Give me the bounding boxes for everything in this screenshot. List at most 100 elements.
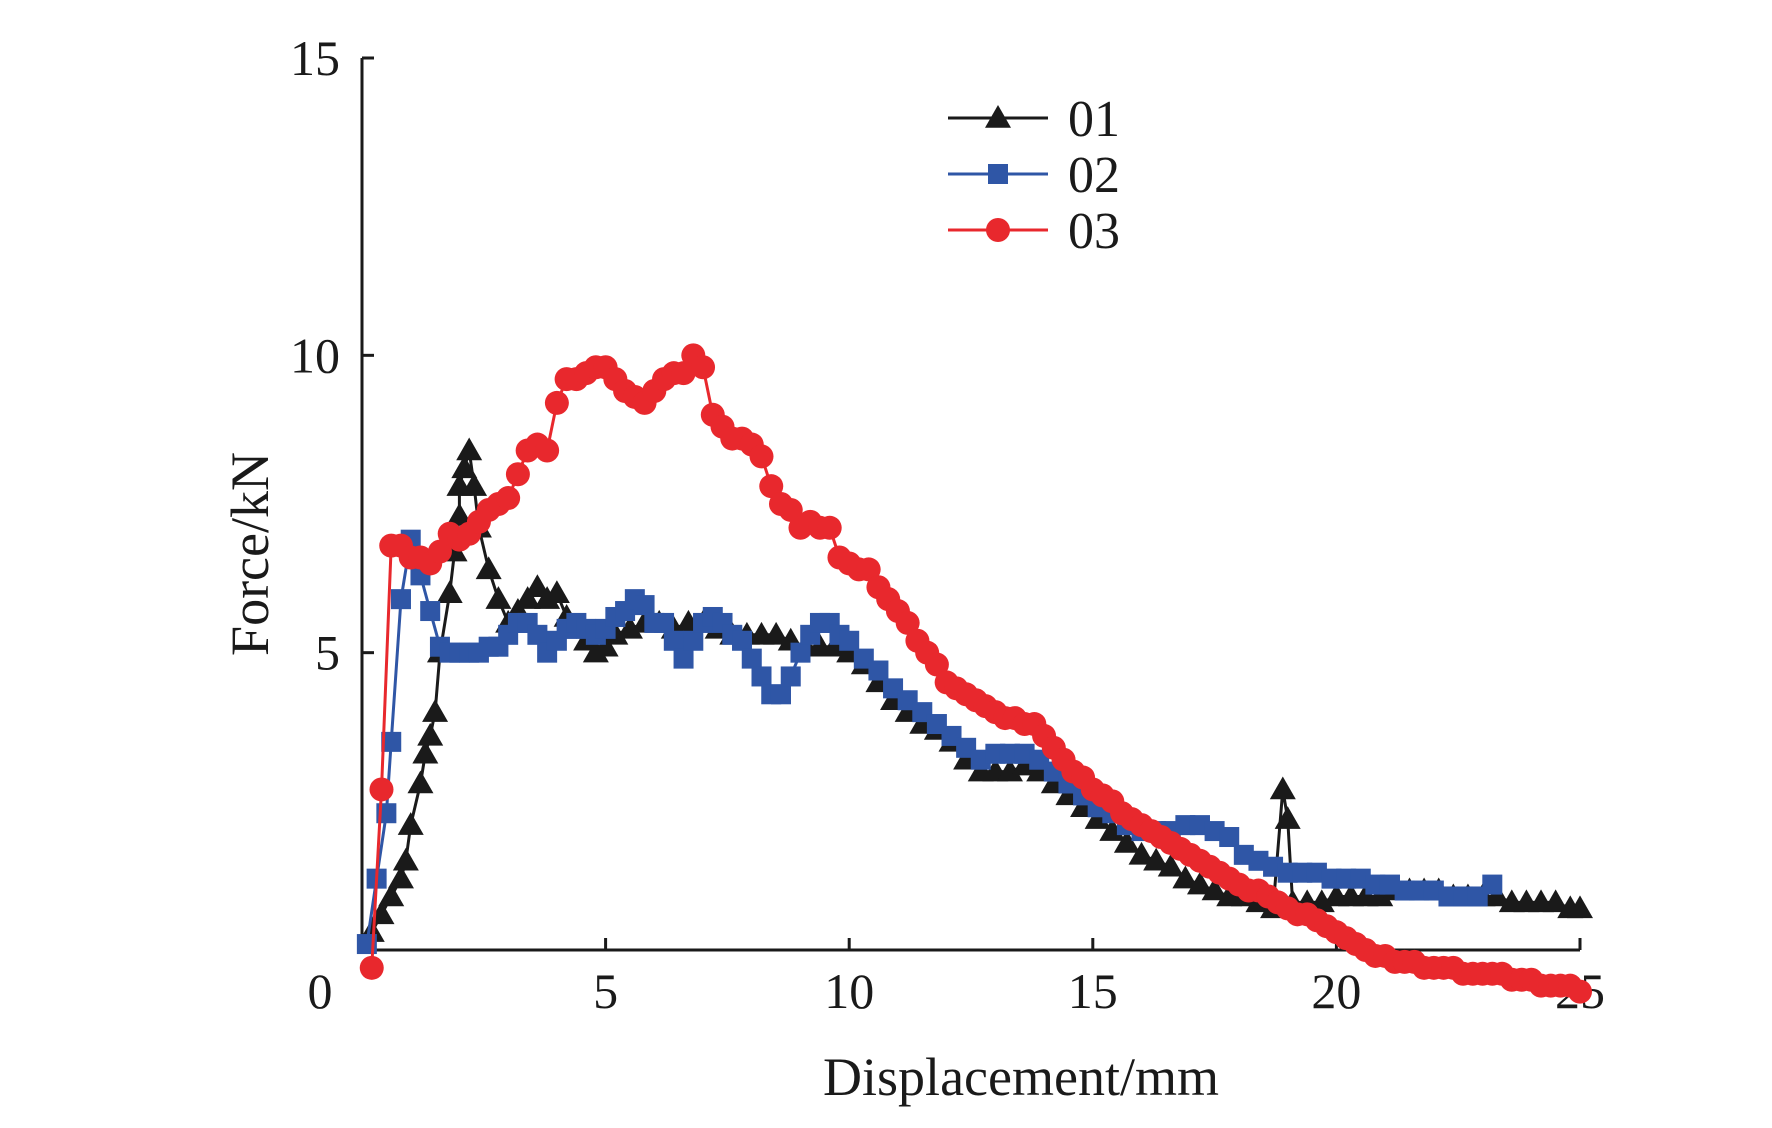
data-point-01 — [1367, 883, 1394, 907]
data-point-02 — [663, 630, 684, 651]
data-point-01 — [1542, 889, 1569, 913]
x-tick-label: 10 — [824, 963, 874, 1019]
data-point-03 — [535, 438, 560, 463]
axis-lines — [360, 58, 1580, 952]
data-point-03 — [671, 361, 696, 386]
y-tick-label: 10 — [290, 327, 340, 383]
data-point-02 — [420, 601, 441, 622]
legend-label: 03 — [1068, 203, 1120, 260]
data-point-01 — [446, 502, 473, 526]
x-axis-title: Displacement/mm — [823, 1047, 1219, 1107]
x-tick-label: 20 — [1311, 963, 1361, 1019]
data-point-02 — [732, 630, 753, 651]
legend-marker — [988, 164, 1008, 184]
data-point-01 — [996, 758, 1023, 782]
data-point-01 — [514, 586, 541, 609]
data-point-02 — [390, 589, 411, 610]
data-point-02 — [527, 624, 548, 645]
data-point-02 — [741, 648, 762, 669]
data-point-01 — [1084, 806, 1111, 829]
data-point-01 — [407, 770, 434, 794]
y-tick-label: 15 — [290, 30, 340, 86]
data-point-03 — [427, 539, 452, 564]
data-point-01 — [1567, 895, 1593, 919]
data-point-02 — [381, 731, 402, 752]
data-point-03 — [924, 652, 949, 677]
data-point-01 — [592, 633, 619, 657]
x-tick-label: 5 — [593, 963, 618, 1019]
data-point-01 — [1113, 829, 1140, 853]
series-02 — [356, 529, 1503, 955]
data-point-01 — [1157, 853, 1184, 877]
legend-marker — [986, 218, 1010, 242]
data-point-01 — [1274, 806, 1301, 829]
y-tick-label: 5 — [315, 625, 340, 681]
legend-entry-01: 01 — [948, 91, 1120, 148]
data-point-01 — [436, 580, 463, 603]
data-point-01 — [485, 586, 512, 609]
series-03 — [359, 343, 1592, 1004]
data-point-02 — [780, 666, 801, 687]
data-point-03 — [749, 444, 774, 469]
data-point-01 — [543, 580, 570, 603]
data-point-01 — [475, 556, 502, 580]
data-point-03 — [895, 610, 920, 635]
data-point-03 — [496, 486, 521, 511]
data-point-02 — [770, 684, 791, 705]
data-point-03 — [778, 497, 803, 522]
data-point-02 — [751, 666, 772, 687]
data-point-01 — [456, 437, 483, 461]
data-point-01 — [1128, 841, 1155, 865]
data-point-02 — [683, 630, 704, 651]
data-point-01 — [1099, 818, 1126, 841]
data-point-03 — [856, 557, 881, 582]
data-point-01 — [1201, 877, 1228, 901]
data-point-03 — [817, 515, 842, 540]
series-layer — [356, 343, 1593, 1004]
data-point-02 — [1482, 874, 1503, 895]
data-point-03 — [544, 390, 569, 415]
data-point-01 — [397, 812, 424, 835]
data-point-02 — [790, 642, 811, 663]
data-point-02 — [634, 595, 655, 616]
data-point-01 — [412, 740, 439, 764]
data-point-01 — [417, 722, 444, 746]
data-point-01 — [422, 699, 449, 722]
data-point-01 — [524, 574, 551, 598]
data-point-03 — [1568, 979, 1592, 1004]
data-point-01 — [1484, 883, 1511, 907]
data-point-01 — [1186, 871, 1213, 895]
data-point-01 — [392, 847, 419, 871]
data-point-03 — [359, 955, 384, 980]
data-point-03 — [691, 355, 716, 380]
legend-label: 01 — [1068, 91, 1120, 148]
y-axis-title: Force/kN — [220, 452, 280, 656]
data-point-02 — [654, 612, 675, 633]
data-point-01 — [451, 455, 478, 479]
data-point-02 — [673, 648, 694, 669]
data-point-01 — [821, 633, 848, 657]
legend-entry-03: 03 — [948, 203, 1120, 260]
data-point-01 — [461, 473, 488, 496]
data-point-02 — [839, 630, 860, 651]
data-point-01 — [616, 615, 643, 639]
x-tick-label: 0 — [308, 963, 333, 1019]
legend-marker — [985, 105, 1011, 128]
data-point-02 — [868, 660, 889, 681]
data-point-01 — [763, 621, 790, 645]
data-point-01 — [1011, 752, 1038, 776]
data-point-01 — [387, 865, 414, 889]
x-tick-label: 15 — [1068, 963, 1118, 1019]
data-point-01 — [1172, 865, 1199, 889]
data-point-03 — [759, 474, 784, 499]
data-point-03 — [505, 462, 530, 487]
data-point-01 — [1269, 776, 1296, 800]
legend-label: 02 — [1068, 147, 1120, 204]
data-point-02 — [1219, 827, 1240, 848]
legend-entry-02: 02 — [948, 147, 1120, 204]
data-point-01 — [378, 883, 405, 907]
data-point-03 — [369, 777, 394, 802]
